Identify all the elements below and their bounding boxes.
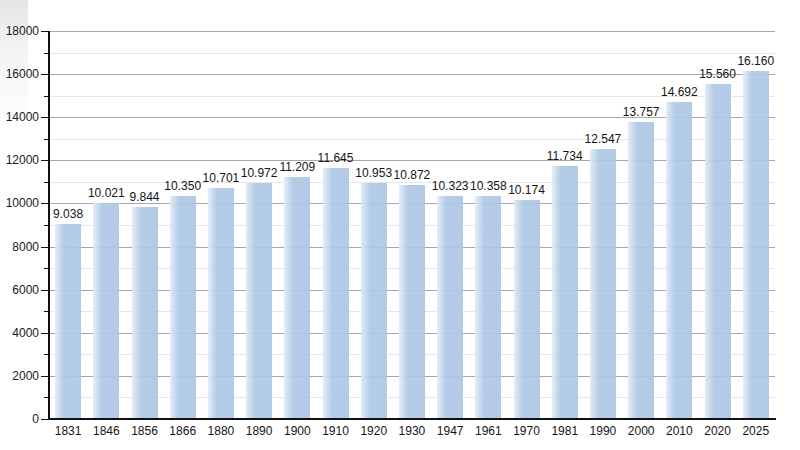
bar-1856 xyxy=(132,207,158,419)
bar-value-label: 9.844 xyxy=(129,191,159,204)
x-axis-tick-label: 1961 xyxy=(469,424,507,438)
x-axis-tick-label: 1890 xyxy=(240,424,278,438)
bar-1900 xyxy=(284,177,310,419)
y-axis-tick-label: 12000 xyxy=(0,154,39,166)
bar-slot: 10.872 xyxy=(393,31,431,419)
y-axis-tick-label: 0 xyxy=(0,413,39,425)
x-axis-tick-label: 1900 xyxy=(278,424,316,438)
bar-2010 xyxy=(666,102,692,419)
bar-slot: 12.547 xyxy=(584,31,622,419)
bar-1970 xyxy=(514,200,540,419)
bar-value-label: 9.038 xyxy=(53,208,83,221)
bar-slot: 10.021 xyxy=(87,31,125,419)
bar-1981 xyxy=(552,166,578,419)
bar-slot: 10.350 xyxy=(164,31,202,419)
bar-value-label: 10.972 xyxy=(241,167,278,180)
x-axis-tick-label: 1866 xyxy=(164,424,202,438)
x-axis-tick-label: 1910 xyxy=(316,424,354,438)
bar-slot: 11.645 xyxy=(316,31,354,419)
x-axis-tick-label: 1947 xyxy=(431,424,469,438)
bar-slot: 10.358 xyxy=(469,31,507,419)
bar-slot: 10.953 xyxy=(355,31,393,419)
bar-slot: 14.692 xyxy=(660,31,698,419)
y-axis-tick-label: 6000 xyxy=(0,284,39,296)
x-axis-tick-label: 1920 xyxy=(355,424,393,438)
bar-slot: 13.757 xyxy=(622,31,660,419)
x-axis-line xyxy=(48,418,776,420)
y-axis-tick-label: 4000 xyxy=(0,327,39,339)
bar-1831 xyxy=(55,224,81,419)
bar-1920 xyxy=(361,183,387,419)
x-axis-tick-label: 1856 xyxy=(125,424,163,438)
bar-slot: 9.038 xyxy=(49,31,87,419)
bar-1961 xyxy=(475,196,501,419)
bar-value-label: 10.953 xyxy=(355,167,392,180)
y-axis-tick-label: 10000 xyxy=(0,197,39,209)
bar-value-label: 11.209 xyxy=(279,161,315,174)
bar-1990 xyxy=(590,149,616,419)
bar-value-label: 10.323 xyxy=(432,180,469,193)
x-axis-tick-label: 1981 xyxy=(546,424,584,438)
bar-2025 xyxy=(743,71,769,419)
bar-slot: 15.560 xyxy=(698,31,736,419)
bar-value-label: 10.358 xyxy=(470,180,507,193)
population-bar-chart: 9.038 10.021 9.844 10.35010.70110.97211.209… xyxy=(0,0,800,450)
bar-value-label: 10.872 xyxy=(394,169,431,182)
bar-slot: 10.972 xyxy=(240,31,278,419)
y-axis-tick-label: 18000 xyxy=(0,25,39,37)
bar-value-label: 12.547 xyxy=(585,133,622,146)
bar-value-label: 13.757 xyxy=(623,106,660,119)
y-axis-tick-label: 16000 xyxy=(0,68,39,80)
bar-slot: 11.734 xyxy=(546,31,584,419)
x-axis-tick-label: 1846 xyxy=(87,424,125,438)
bar-1866 xyxy=(170,196,196,419)
bar-slot: 10.323 xyxy=(431,31,469,419)
bar-1930 xyxy=(399,185,425,419)
bars-layer: 9.038 10.021 9.844 10.35010.70110.97211.209… xyxy=(49,31,775,419)
x-axis-tick-label: 2020 xyxy=(698,424,736,438)
bar-slot: 11.209 xyxy=(278,31,316,419)
bar-1846 xyxy=(93,203,119,419)
bar-slot: 10.701 xyxy=(202,31,240,419)
plot-area: 9.038 10.021 9.844 10.35010.70110.97211.209… xyxy=(49,31,775,419)
bar-slot: 16.160 xyxy=(737,31,775,419)
bar-value-label: 10.021 xyxy=(88,187,125,200)
bar-value-label: 15.560 xyxy=(699,68,736,81)
y-axis-line xyxy=(48,31,50,420)
y-axis-tick-label: 8000 xyxy=(0,241,39,253)
bar-slot: 9.844 xyxy=(125,31,163,419)
bar-value-label: 16.160 xyxy=(737,55,774,68)
bar-1947 xyxy=(437,196,463,419)
y-axis-tick-label: 14000 xyxy=(0,111,39,123)
bar-value-label: 10.350 xyxy=(164,180,201,193)
bar-value-label: 10.701 xyxy=(203,172,240,185)
x-axis-tick-label: 2025 xyxy=(737,424,775,438)
bar-slot: 10.174 xyxy=(507,31,545,419)
bar-2000 xyxy=(628,122,654,419)
x-axis-tick-label: 1930 xyxy=(393,424,431,438)
bar-1910 xyxy=(323,168,349,419)
y-axis-tick-label: 2000 xyxy=(0,370,39,382)
x-axis-tick-label: 1880 xyxy=(202,424,240,438)
x-axis-tick-label: 1990 xyxy=(584,424,622,438)
bar-1880 xyxy=(208,188,234,419)
bar-value-label: 14.692 xyxy=(661,86,698,99)
x-axis-tick-label: 2010 xyxy=(660,424,698,438)
bar-value-label: 10.174 xyxy=(508,184,545,197)
bar-2020 xyxy=(705,84,731,419)
x-axis-tick-label: 1970 xyxy=(507,424,545,438)
x-axis-tick-label: 2000 xyxy=(622,424,660,438)
bar-value-label: 11.734 xyxy=(547,150,583,163)
bar-value-label: 11.645 xyxy=(318,152,354,165)
bar-1890 xyxy=(246,183,272,420)
x-axis-tick-label: 1831 xyxy=(49,424,87,438)
x-axis-labels: 1831184618561866188018901900191019201930… xyxy=(49,424,775,438)
